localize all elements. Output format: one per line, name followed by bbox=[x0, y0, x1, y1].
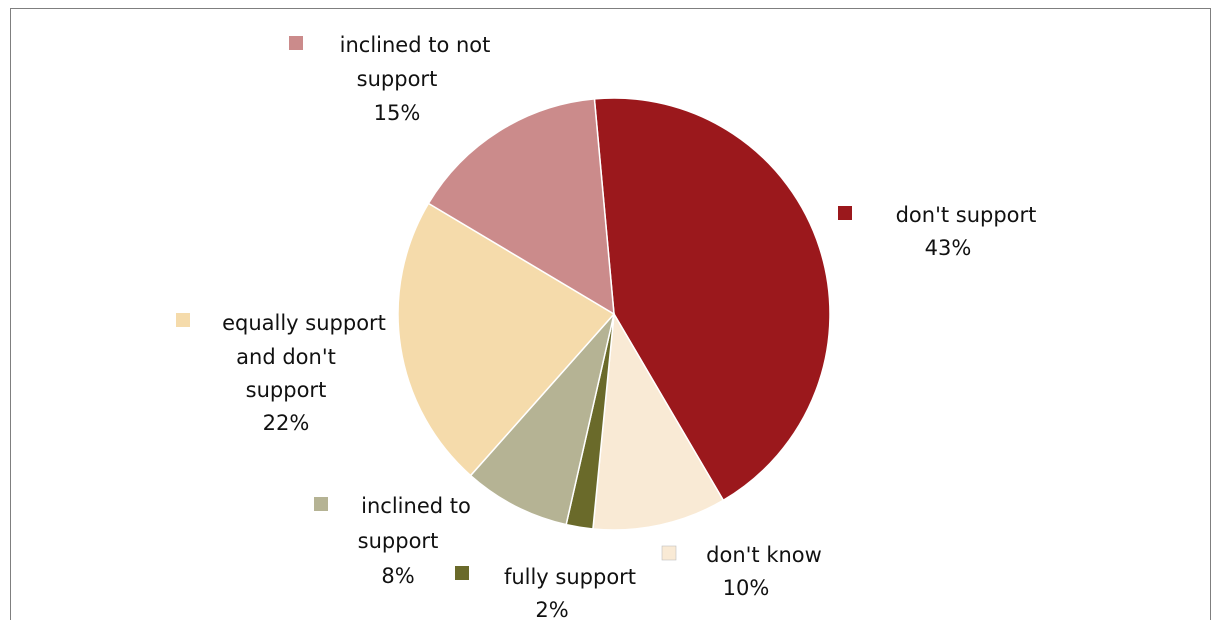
slice-percent: 22% bbox=[263, 411, 310, 435]
pie-slice-equally-support-and-don-t-support bbox=[397, 202, 616, 477]
legend-swatch bbox=[661, 545, 677, 561]
legend-swatch bbox=[838, 206, 852, 220]
chart-frame bbox=[10, 8, 1211, 620]
slice-percent: 10% bbox=[723, 576, 770, 600]
data-label-inclined-to-support: inclined to support 8% bbox=[314, 494, 471, 588]
pie-slices bbox=[397, 97, 831, 531]
slice-percent: 2% bbox=[535, 598, 568, 620]
pie-slice-inclined-to-support bbox=[469, 313, 615, 526]
slice-percent: 43% bbox=[925, 236, 972, 260]
data-label-don-t-support: don't support 43% bbox=[838, 203, 1036, 260]
slice-label-text: fully support 2% bbox=[504, 565, 636, 620]
slice-percent: 8% bbox=[381, 564, 414, 588]
slice-label-text: inclined to not support 15% bbox=[340, 33, 491, 125]
legend-swatch bbox=[455, 566, 469, 580]
data-label-inclined-to-not-support: inclined to not support 15% bbox=[289, 33, 490, 125]
slice-label-text: equally support and don't support 22% bbox=[222, 311, 386, 435]
data-label-don-t-know: don't know 10% bbox=[661, 543, 822, 600]
pie-slice-don-t-support bbox=[593, 97, 831, 502]
slice-label-text: don't know 10% bbox=[706, 543, 822, 600]
pie-slice-don-t-know bbox=[592, 311, 725, 531]
slice-label-text: inclined to support 8% bbox=[358, 494, 471, 588]
slice-percent: 15% bbox=[374, 101, 421, 125]
pie-slice-inclined-to-not-support bbox=[427, 98, 615, 316]
data-label-equally-support-and-don-t-support: equally support and don't support 22% bbox=[176, 311, 386, 435]
legend-swatch bbox=[314, 497, 328, 511]
legend-swatch bbox=[176, 313, 190, 327]
legend-swatch bbox=[289, 36, 303, 50]
pie-labels: don't support 43% don't know 10% fully suppo… bbox=[176, 33, 1036, 620]
slice-label-text: don't support 43% bbox=[896, 203, 1037, 260]
data-label-fully-support: fully support 2% bbox=[455, 565, 636, 620]
